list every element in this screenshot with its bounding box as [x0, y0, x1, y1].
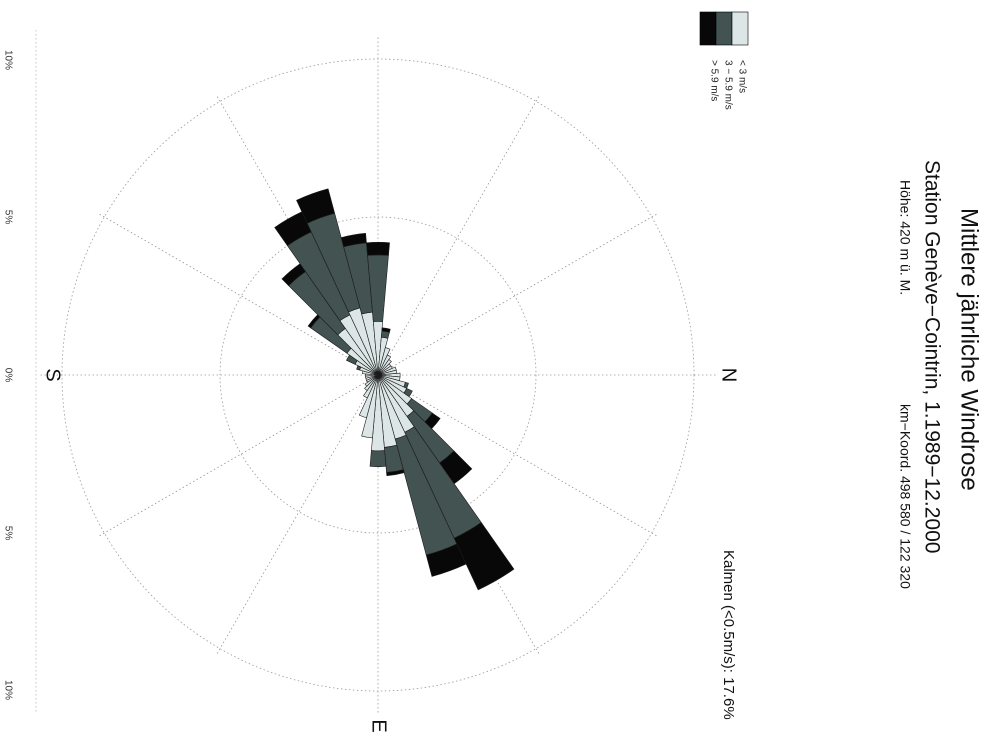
grid-spoke: [377, 213, 658, 376]
legend-label-low: < 3 m/s: [736, 60, 747, 93]
radial-tick-label: 10%: [2, 50, 13, 70]
legend: < 3 m/s 3 − 5.9 m/s > 5.9 m/s: [699, 11, 749, 110]
radial-tick-label: 0%: [2, 368, 13, 383]
grid-circle: [219, 216, 537, 534]
legend-swatch-high: [699, 11, 717, 46]
legend-label-mid: 3 − 5.9 m/s: [722, 60, 733, 110]
sector-bar-low: [364, 374, 379, 391]
compass-east-label: E: [368, 719, 390, 732]
grid-spoke: [216, 374, 379, 655]
coordinates-text: km−Koord. 498 580 / 122 320: [897, 404, 913, 589]
sector-bar-low: [364, 374, 379, 387]
sector-bar-high: [296, 188, 336, 224]
sector-bar-high: [386, 469, 405, 477]
compass-south-label: S: [42, 368, 64, 381]
sector-bar-high: [381, 327, 391, 333]
radial-tick-label: 10%: [2, 680, 13, 700]
legend-swatch-mid: [715, 11, 733, 46]
sector-bar-low: [363, 374, 379, 399]
chart-title: Mittlere jährliche Windrose: [956, 208, 983, 491]
sector-bar-high: [340, 233, 367, 248]
grid-spoke: [377, 95, 540, 376]
sector-bar-high: [425, 543, 467, 577]
radial-tick-label: 5%: [2, 526, 13, 541]
radial-tick-label: 5%: [2, 210, 13, 225]
sector-bar-low: [377, 369, 398, 376]
grid-spoke: [98, 213, 379, 376]
calm-percentage-text: Kalmen (<0.5m/s): 17.6%: [720, 550, 737, 720]
grid-spoke: [98, 374, 379, 537]
grid-spoke: [377, 374, 658, 537]
polar-grid: [35, 30, 716, 713]
sector-bar-low: [377, 359, 392, 376]
legend-label-high: > 5.9 m/s: [708, 60, 719, 101]
sector-bar-high: [453, 522, 515, 591]
legend-swatch-low: [731, 11, 749, 46]
sector-bar-high: [366, 241, 390, 256]
sector-bars: [274, 188, 515, 591]
chart-subtitle: Station Genève−Cointrin, 1.1989−12.2000: [920, 160, 943, 553]
compass-north-label: N: [718, 368, 740, 382]
sector-bar-mid: [369, 450, 387, 467]
altitude-text: Höhe: 420 m ü. M.: [897, 180, 913, 295]
